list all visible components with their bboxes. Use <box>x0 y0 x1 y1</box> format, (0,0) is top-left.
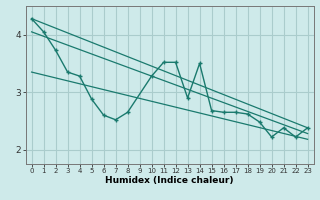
X-axis label: Humidex (Indice chaleur): Humidex (Indice chaleur) <box>105 176 234 185</box>
